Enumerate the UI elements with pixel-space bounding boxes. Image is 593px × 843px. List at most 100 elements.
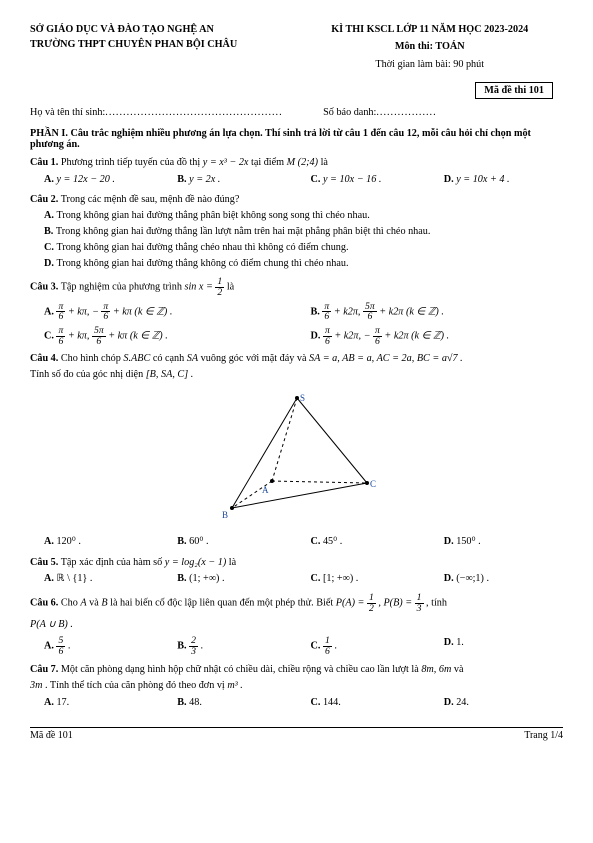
footer-right: Trang 1/4 bbox=[524, 730, 563, 741]
q4-options: A. 120⁰ . B. 60⁰ . C. 45⁰ . D. 150⁰ . bbox=[30, 535, 563, 550]
question-1: Câu 1. Phương trình tiếp tuyến của đồ th… bbox=[30, 156, 563, 188]
section-intro: PHẦN I. Câu trắc nghiệm nhiều phương án … bbox=[30, 128, 563, 150]
q3-options: A. π6 + kπ, − π6 + kπ (k ∈ ℤ) . B. π6 + … bbox=[30, 302, 563, 347]
q6-opt-b: B. 23 . bbox=[163, 636, 296, 656]
q7-dims: 8m, 6m bbox=[421, 664, 451, 675]
svg-text:S: S bbox=[300, 393, 305, 403]
question-7: Câu 7. Một căn phòng dạng hình hộp chữ n… bbox=[30, 663, 563, 711]
q1-opt-d: D. y = 10x + 4 . bbox=[430, 173, 563, 188]
candidate-name: Họ và tên thí sinh:.....................… bbox=[30, 107, 323, 118]
q4-opt-c: C. 45⁰ . bbox=[297, 535, 430, 550]
q6-opt-d: D. 1. bbox=[430, 636, 563, 656]
q4-text-d: Tính số đo của góc nhị diện bbox=[30, 369, 146, 380]
svg-text:C: C bbox=[370, 479, 376, 489]
org-line-1: SỞ GIÁO DỤC VÀ ĐÀO TẠO NGHỆ AN bbox=[30, 22, 297, 37]
q4-angle: [B, SA, C] . bbox=[146, 369, 194, 380]
q1-opt-c: C. y = 10x − 16 . bbox=[297, 173, 430, 188]
q3-text-b: là bbox=[227, 282, 234, 293]
q7-unit: m³ . bbox=[227, 680, 243, 691]
q3-text-a: Tập nghiệm của phương trình bbox=[61, 282, 185, 293]
q4-label: Câu 4. bbox=[30, 353, 58, 364]
q7-h: 3m bbox=[30, 680, 42, 691]
q6-options: A. 56 . B. 23 . C. 16 . D. 1. bbox=[30, 636, 563, 656]
question-2: Câu 2. Trong các mệnh đề sau, mệnh đề nà… bbox=[30, 193, 563, 271]
q1-eq: y = x³ − 2x bbox=[203, 157, 249, 168]
tetrahedron-icon: S A B C bbox=[212, 393, 382, 523]
q6-opt-c: C. 16 . bbox=[297, 636, 430, 656]
q5-eq: y = log₂(x − 1) bbox=[165, 557, 226, 568]
q4-opt-b: B. 60⁰ . bbox=[163, 535, 296, 550]
svg-text:A: A bbox=[262, 485, 269, 495]
q1-opt-b: B. y = 2x . bbox=[163, 173, 296, 188]
page-footer: Mã đề 101 Trang 1/4 bbox=[30, 727, 563, 741]
q3-opt-b: B. π6 + k2π, 5π6 + k2π (k ∈ ℤ) . bbox=[297, 302, 564, 322]
q6-A: A bbox=[80, 598, 86, 609]
question-4: Câu 4. Cho hình chóp S.ABC có cạnh SA vu… bbox=[30, 352, 563, 549]
q5-text-a: Tập xác định của hàm số bbox=[61, 557, 165, 568]
q1-options: A. y = 12x − 20 . B. y = 2x . C. y = 10x… bbox=[30, 173, 563, 188]
q6-text-a: Cho bbox=[61, 598, 81, 609]
q5-opt-a: A. ℝ \ {1} . bbox=[30, 572, 163, 587]
q7-options: A. 17. B. 48. C. 144. D. 24. bbox=[30, 696, 563, 711]
q7-label: Câu 7. bbox=[30, 664, 58, 675]
q2-text: Trong các mệnh đề sau, mệnh đề nào đúng? bbox=[61, 194, 240, 205]
q1-pt: M (2;4) bbox=[287, 157, 318, 168]
org-line-2: TRƯỜNG THPT CHUYÊN PHAN BỘI CHÂU bbox=[30, 37, 297, 52]
name-dots: ........................................… bbox=[105, 107, 282, 118]
q1-opt-a: A. y = 12x − 20 . bbox=[30, 173, 163, 188]
candidate-id: Số báo danh:................. bbox=[323, 107, 563, 118]
q4-sa: SA bbox=[187, 353, 198, 364]
id-label: Số báo danh: bbox=[323, 107, 376, 118]
q7-opt-b: B. 48. bbox=[163, 696, 296, 711]
exam-title: KÌ THI KSCL LỚP 11 NĂM HỌC 2023-2024 bbox=[297, 22, 564, 37]
q4-diagram: S A B C bbox=[30, 393, 563, 529]
q3-frac: 12 bbox=[215, 277, 224, 297]
q7-text-b: và bbox=[454, 664, 464, 675]
q4-text-c: vuông góc với mặt đáy và bbox=[201, 353, 309, 364]
footer-left: Mã đề 101 bbox=[30, 730, 73, 741]
q1-text-b: tại điểm bbox=[251, 157, 287, 168]
header-right: KÌ THI KSCL LỚP 11 NĂM HỌC 2023-2024 Môn… bbox=[297, 22, 564, 72]
q6-opt-a: A. 56 . bbox=[30, 636, 163, 656]
header: SỞ GIÁO DỤC VÀ ĐÀO TẠO NGHỆ AN TRƯỜNG TH… bbox=[30, 22, 563, 72]
q4-text-b: có cạnh bbox=[153, 353, 187, 364]
q3-label: Câu 3. bbox=[30, 282, 58, 293]
exam-subject: Môn thi: TOÁN bbox=[297, 39, 564, 54]
q6-label: Câu 6. bbox=[30, 598, 58, 609]
q1-label: Câu 1. bbox=[30, 157, 58, 168]
q1-text-a: Phương trình tiếp tuyến của đồ thị bbox=[61, 157, 203, 168]
name-label: Họ và tên thí sinh: bbox=[30, 107, 105, 118]
exam-page: SỞ GIÁO DỤC VÀ ĐÀO TẠO NGHỆ AN TRƯỜNG TH… bbox=[0, 0, 593, 843]
q3-opt-d: D. π6 + k2π, − π6 + k2π (k ∈ ℤ) . bbox=[297, 326, 564, 346]
question-3: Câu 3. Tập nghiệm của phương trình sin x… bbox=[30, 277, 563, 346]
q2-opt-d: D. Trong không gian hai đường thẳng khôn… bbox=[30, 257, 563, 272]
q2-opt-a: A. Trong không gian hai đường thẳng phân… bbox=[30, 209, 563, 224]
q1-text-c: là bbox=[321, 157, 328, 168]
q7-opt-c: C. 144. bbox=[297, 696, 430, 711]
q4-chop: S.ABC bbox=[123, 353, 150, 364]
question-6: Câu 6. Cho A và B là hai biến cố độc lập… bbox=[30, 593, 563, 657]
q6-B: B bbox=[101, 598, 107, 609]
svg-text:B: B bbox=[222, 510, 228, 520]
q6-line2: P(A ∪ B) . bbox=[30, 618, 563, 633]
q7-line2: 3m . Tính thể tích của căn phòng đó theo… bbox=[30, 679, 563, 694]
q3-opt-c: C. π6 + kπ, 5π6 + kπ (k ∈ ℤ) . bbox=[30, 326, 297, 346]
q7-text-c: . Tính thể tích của căn phòng đó theo đơ… bbox=[45, 680, 227, 691]
q6-target: P(A ∪ B) . bbox=[30, 619, 73, 630]
q4-rel: SA = a, AB = a, AC = 2a, BC = a√7 . bbox=[309, 353, 463, 364]
exam-code: Mã đề thi 101 bbox=[475, 82, 553, 99]
header-left: SỞ GIÁO DỤC VÀ ĐÀO TẠO NGHỆ AN TRƯỜNG TH… bbox=[30, 22, 297, 72]
question-5: Câu 5. Tập xác định của hàm số y = log₂(… bbox=[30, 556, 563, 588]
q6-and: và bbox=[89, 598, 101, 609]
q6-text-b: là hai biến cố độc lập liên quan đến một… bbox=[110, 598, 336, 609]
candidate-row: Họ và tên thí sinh:.....................… bbox=[30, 107, 563, 118]
q4-line2: Tính số đo của góc nhị diện [B, SA, C] . bbox=[30, 368, 563, 383]
exam-code-wrap: Mã đề thi 101 bbox=[30, 76, 563, 99]
q7-text-a: Một căn phòng dạng hình hộp chữ nhật có … bbox=[61, 664, 421, 675]
q5-options: A. ℝ \ {1} . B. (1; +∞) . C. [1; +∞) . D… bbox=[30, 572, 563, 587]
q2-label: Câu 2. bbox=[30, 194, 58, 205]
q5-opt-c: C. [1; +∞) . bbox=[297, 572, 430, 587]
q4-text-a: Cho hình chóp bbox=[61, 353, 124, 364]
q2-opt-b: B. Trong không gian hai đường thẳng lần … bbox=[30, 225, 563, 240]
q7-opt-a: A. 17. bbox=[30, 696, 163, 711]
